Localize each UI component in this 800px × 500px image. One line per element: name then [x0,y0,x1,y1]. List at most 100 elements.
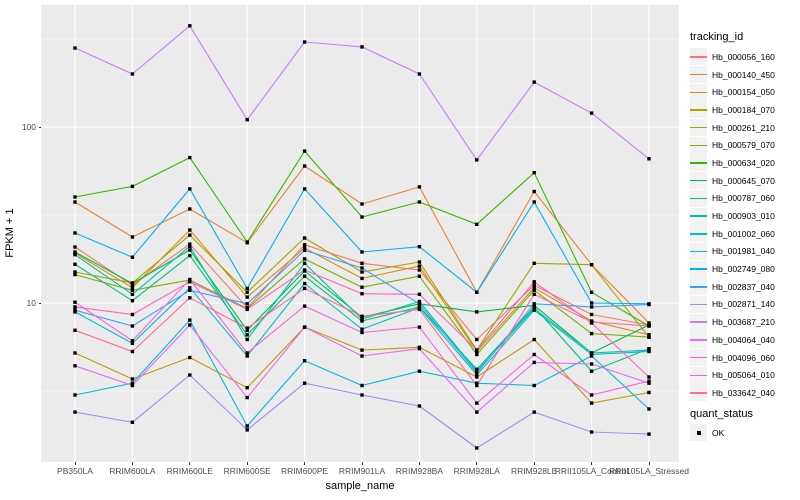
point-marker [245,386,249,390]
point-marker [475,446,479,450]
point-marker [73,351,77,355]
legend-item-Hb_000184_070: Hb_000184_070 [690,101,800,119]
legend-key-line [690,215,707,217]
point-marker [532,302,536,306]
legend-key-icon [690,189,707,207]
point-marker [245,302,249,306]
legend-key-line [690,286,707,288]
legend-title-tracking-id: tracking_id [690,31,744,43]
point-marker [532,261,536,265]
legend-item-Hb_001981_040: Hb_001981_040 [690,242,800,261]
point-marker [130,420,135,424]
point-marker [73,195,77,199]
point-marker [245,395,249,400]
point-marker [532,189,536,194]
point-marker [647,302,651,307]
point-marker [417,245,422,249]
point-marker [73,270,77,274]
point-marker [647,375,651,379]
point-marker [360,276,364,281]
point-marker [360,45,364,49]
point-marker [360,317,364,321]
point-marker [73,308,77,312]
point-marker [532,80,536,84]
quant-status-item-OK: OK [690,424,800,442]
legend-item-label: Hb_001981_040 [712,246,775,257]
legend-key-icon [690,83,707,101]
legend-key-line [690,233,707,235]
point-marker [130,339,135,343]
point-marker [188,187,192,191]
point-marker [647,407,651,411]
legend-item-label: Hb_002749_080 [712,264,775,275]
point-marker [475,373,479,377]
point-marker [360,285,364,289]
point-marker [532,292,536,296]
point-marker [73,328,77,332]
x-tick-label-RRIM901LA: RRIM901LA [338,466,386,476]
point-marker [589,312,594,317]
legend-item-Hb_000579_070: Hb_000579_070 [690,136,800,154]
point-marker [360,292,364,296]
point-marker [532,383,536,388]
point-marker [647,390,651,395]
point-marker [417,347,422,351]
x-tick-label-RRIM928LE: RRIM928LE [511,466,558,476]
point-marker [73,364,77,368]
point-marker [188,253,192,258]
legend-key-line [690,126,707,129]
point-marker [188,355,192,360]
legend-key-icon [690,154,707,172]
point-marker [130,381,135,385]
point-marker [532,280,536,284]
point-marker [532,171,536,175]
x-tick-label-RRIM600SE: RRIM600SE [223,466,271,476]
point-marker [130,341,135,345]
legend-item-Hb_000645_070: Hb_000645_070 [690,172,800,190]
legend-item-label: Hb_000579_070 [712,140,775,151]
point-marker [360,215,364,219]
legend-key-icon [690,278,707,296]
point-marker [73,245,77,249]
point-marker [589,354,594,358]
quant-key-icon [690,424,707,442]
legend-key-icon [690,242,707,260]
point-marker [188,242,192,246]
legend-key-line [690,250,707,253]
legend-item-Hb_000634_020: Hb_000634_020 [690,154,800,172]
legend-item-label: Hb_001002_060 [712,228,775,239]
point-marker [647,335,651,339]
point-marker [647,321,651,325]
point-marker [73,393,77,397]
point-marker [73,305,77,309]
point-marker [417,200,422,204]
point-marker [302,164,307,168]
x-tick-label-RRIM600LA: RRIM600LA [109,466,156,476]
legend-item-Hb_001002_060: Hb_001002_060 [690,225,800,243]
point-marker [245,286,249,291]
point-marker [532,337,536,342]
point-marker [245,118,249,122]
point-marker [73,231,77,235]
point-marker [647,349,651,354]
legend: tracking_id Hb_000056_160 Hb_000140_450 Hb… [690,31,800,442]
point-marker [647,157,651,161]
y-axis-title: FPKM + 1 [4,208,16,258]
legend-key-icon [690,136,707,154]
point-marker [188,24,192,28]
point-marker [130,288,135,292]
legend-key-line [690,73,707,76]
legend-key-icon [690,172,707,190]
point-marker [475,158,479,162]
point-marker [360,250,364,254]
legend-key-line [690,339,707,341]
point-marker [532,286,536,290]
legend-key-line [690,162,707,164]
point-marker [188,277,192,282]
legend-key-icon [690,48,707,66]
legend-item-Hb_000903_010: Hb_000903_010 [690,207,800,225]
legend-item-Hb_000261_210: Hb_000261_210 [690,119,800,137]
point-marker [73,300,77,304]
point-marker [417,369,422,373]
point-marker [245,328,249,332]
